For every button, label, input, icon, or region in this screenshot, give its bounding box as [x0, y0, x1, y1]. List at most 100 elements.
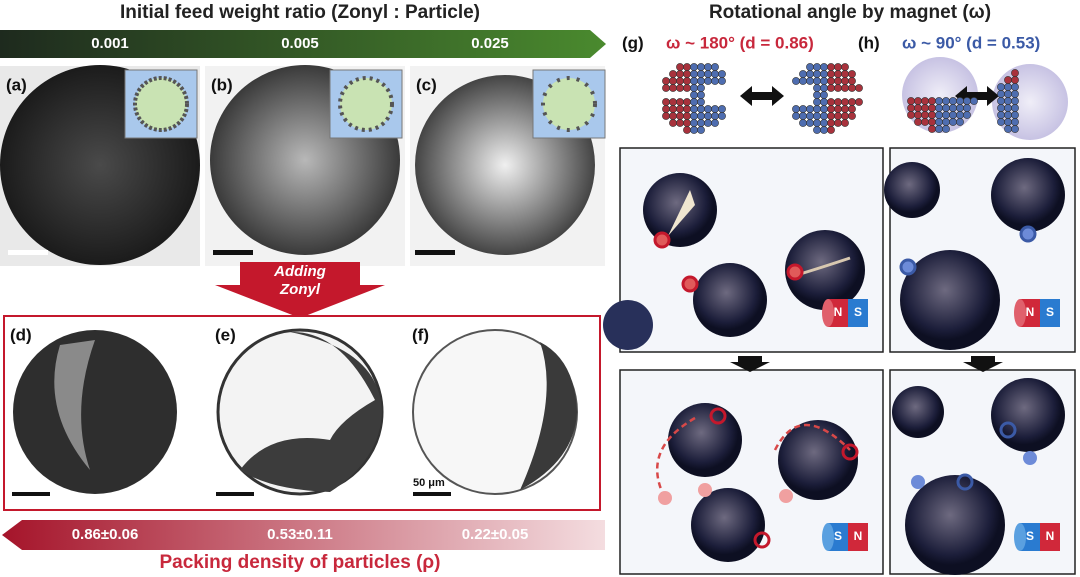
particle: [827, 105, 835, 113]
particle: [1004, 118, 1012, 126]
particle: [704, 77, 712, 85]
particle: [1011, 111, 1019, 119]
particle: [1004, 111, 1012, 119]
particle: [683, 84, 691, 92]
particle: [806, 63, 814, 71]
particle: [711, 105, 719, 113]
particle: [820, 70, 828, 78]
ratio-label: 0.025: [471, 35, 509, 52]
particle: [1011, 83, 1019, 91]
particle: [711, 119, 719, 127]
particle: [697, 98, 705, 106]
particle: [827, 112, 835, 120]
magnet-end: [822, 523, 834, 551]
particle: [956, 111, 964, 119]
particle: [690, 98, 698, 106]
panel-e: [216, 328, 384, 496]
particle: [813, 63, 821, 71]
particle: [690, 91, 698, 99]
particle: [956, 118, 964, 126]
particle: [683, 119, 691, 127]
particle: [834, 105, 842, 113]
particle: [683, 112, 691, 120]
particle: [928, 111, 936, 119]
panel-label: (d): [10, 325, 32, 344]
particle: [806, 119, 814, 127]
magnet-label: S: [1026, 529, 1034, 543]
particle: [935, 111, 943, 119]
panel-b: [205, 65, 405, 266]
photo-panels: [603, 147, 1076, 575]
particle: [956, 97, 964, 105]
particle: [848, 77, 856, 85]
particle: [669, 84, 677, 92]
particle: [711, 112, 719, 120]
particle: [813, 126, 821, 134]
particle: [956, 104, 964, 112]
particle: [963, 104, 971, 112]
adding-label: Zonyl: [279, 281, 321, 298]
magnet-label: S: [834, 529, 842, 543]
particle: [834, 119, 842, 127]
particle: [1011, 90, 1019, 98]
panel-label: (e): [215, 325, 236, 344]
panel-c: [410, 66, 606, 266]
particle: [949, 104, 957, 112]
particle: [820, 91, 828, 99]
particle: [704, 112, 712, 120]
particle: [690, 126, 698, 134]
density-label: 0.53±0.11: [267, 526, 333, 543]
particle: [799, 77, 807, 85]
ratio-label: 0.001: [91, 35, 129, 52]
particle: [697, 63, 705, 71]
particle: [827, 70, 835, 78]
particle: [1011, 104, 1019, 112]
particle: [1004, 90, 1012, 98]
panel-label: (a): [6, 75, 27, 94]
particle: [942, 97, 950, 105]
particle: [669, 112, 677, 120]
density-arrow: [2, 520, 605, 550]
magnet-end: [822, 299, 834, 327]
magnet-label: N: [834, 305, 843, 319]
adding-label: Adding: [273, 263, 326, 280]
particle: [834, 63, 842, 71]
panel-f: [412, 329, 578, 496]
particle: [848, 98, 856, 106]
particle: [792, 77, 800, 85]
particle: [841, 63, 849, 71]
particle: [683, 105, 691, 113]
particle: [813, 91, 821, 99]
particle: [848, 105, 856, 113]
particle: [841, 70, 849, 78]
particle: [820, 98, 828, 106]
particle: [697, 126, 705, 134]
panel-label: (g): [622, 33, 644, 52]
particle: [997, 90, 1005, 98]
adding-arrow: [215, 262, 385, 318]
magnet-pole: [1040, 523, 1060, 551]
particle: [799, 105, 807, 113]
particle: [820, 126, 828, 134]
particle: [813, 112, 821, 120]
particle: [683, 126, 691, 134]
particle: [813, 98, 821, 106]
particle: [813, 119, 821, 127]
scale-bar-label: 50 μm: [413, 477, 445, 489]
particle: [718, 70, 726, 78]
particle: [799, 119, 807, 127]
particle: [813, 70, 821, 78]
ratio-arrow: [0, 30, 606, 58]
particle: [820, 77, 828, 85]
particle: [690, 70, 698, 78]
particle: [907, 111, 915, 119]
particle: [827, 77, 835, 85]
particle: [827, 126, 835, 134]
particle: [690, 63, 698, 71]
particle: [949, 118, 957, 126]
particle: [841, 105, 849, 113]
particle: [806, 77, 814, 85]
particle: [676, 63, 684, 71]
